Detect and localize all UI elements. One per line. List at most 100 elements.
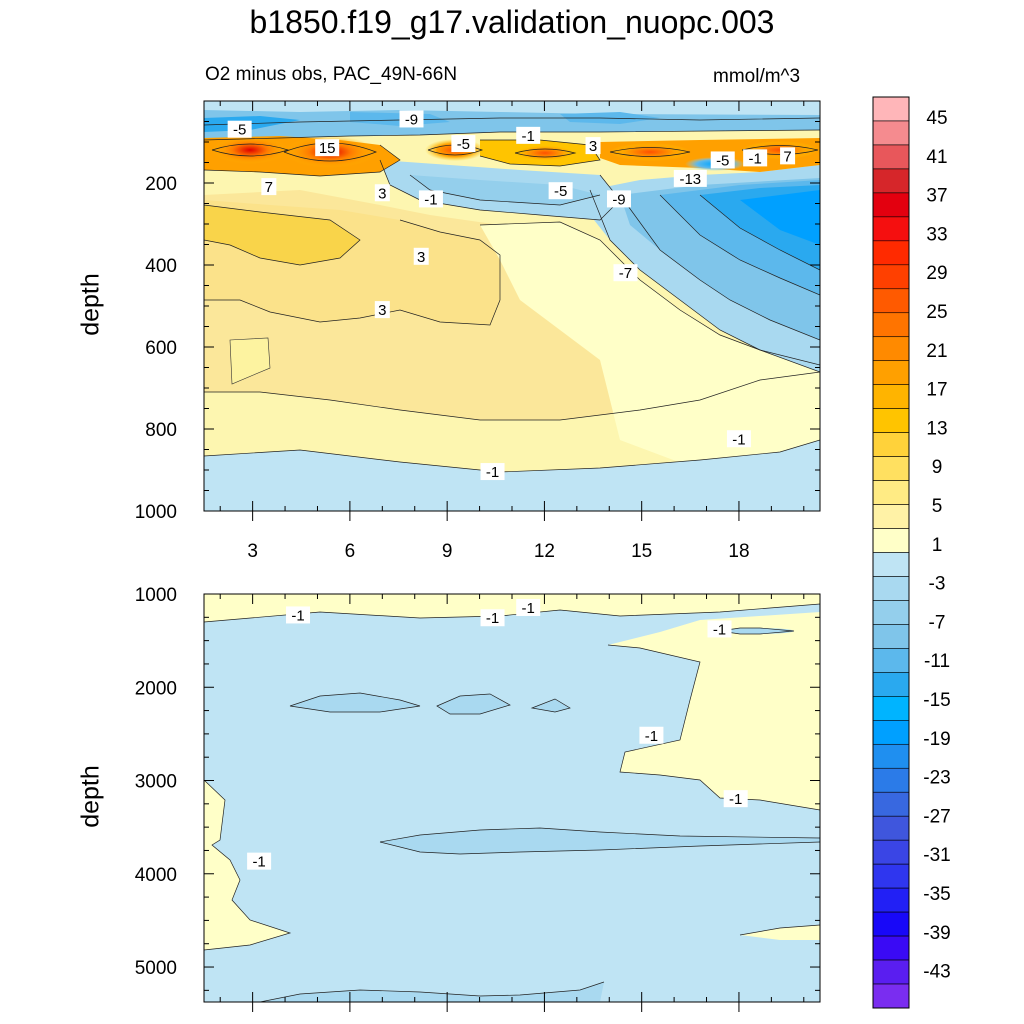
contour-label: -7 <box>619 265 632 282</box>
lower-contour-labels: -1 -1 -1 -1 -1 -1 -1 <box>247 598 748 871</box>
upper-contour-labels: -5-915 -5 -137 3 -1 -5 -9-13-5 -1 73-73-1-1 <box>227 110 796 481</box>
colorbar-swatch <box>872 384 910 409</box>
contour-label-bg <box>315 139 340 157</box>
contour-label: -5 <box>554 183 567 200</box>
colorbar-label: 9 <box>932 457 943 478</box>
colorbar-swatch <box>872 216 910 242</box>
colorbar-label: -15 <box>923 690 950 711</box>
y-tick-label: 2000 <box>135 678 177 699</box>
contour-label: -1 <box>486 464 499 481</box>
x-tick-label: 6 <box>345 541 356 562</box>
colorbar-swatch <box>872 408 910 433</box>
contour-label: -1 <box>522 600 535 617</box>
colorbar-swatch <box>872 528 910 553</box>
chart-title: b1850.f19_g17.validation_nuopc.003 <box>249 4 775 40</box>
contour-label-bg <box>399 110 424 128</box>
x-tick-label: 15 <box>631 541 652 562</box>
contour-label: -1 <box>732 431 745 448</box>
contour-label: -1 <box>645 728 658 745</box>
x-tick-label: 9 <box>442 541 453 562</box>
contour-label-bg <box>374 184 390 202</box>
contour-label: -5 <box>457 136 470 153</box>
colorbar-swatch <box>872 696 910 721</box>
colorbar-swatch <box>872 720 910 745</box>
colorbar-label: -23 <box>923 768 950 789</box>
colorbar-swatch <box>872 983 910 1009</box>
lower-y-ticks: 1000 2000 3000 4000 5000 <box>135 585 820 991</box>
colorbar-swatch <box>872 767 910 793</box>
contour-label: -1 <box>522 128 535 145</box>
y-tick-label: 1000 <box>135 585 177 606</box>
contour-label-bg <box>374 301 390 319</box>
colorbar-label: -43 <box>923 962 950 983</box>
x-tick-label: 18 <box>728 541 749 562</box>
contour-label-bg <box>548 182 573 200</box>
contour-label-bg <box>418 190 443 208</box>
colorbar-swatch <box>872 959 910 985</box>
contour-label: 3 <box>378 302 386 319</box>
upper-contour-fill <box>204 101 820 511</box>
contour-label-bg <box>743 149 768 167</box>
y-tick-label: 200 <box>145 174 177 195</box>
contour-label: -13 <box>679 171 701 188</box>
contour-label: 7 <box>783 148 791 165</box>
contour-label: -1 <box>291 607 304 624</box>
colorbar: 45 41 37 33 29 25 21 17 13 9 5 1 -3 -7 -11 -15 -19 -23 -27… <box>872 96 951 1009</box>
contour-label-bg <box>613 264 638 282</box>
colorbar-frame <box>872 96 910 1009</box>
colorbar-swatch <box>872 240 910 266</box>
contour-label-bg <box>261 178 277 196</box>
colorbar-swatch <box>872 192 910 218</box>
colorbar-swatch <box>872 600 910 625</box>
contour-label-bg <box>451 135 476 153</box>
x-tick-label: 12 <box>534 541 555 562</box>
colorbar-label: -7 <box>929 612 946 633</box>
upper-y-ticks: 200 400 600 800 1000 <box>135 100 820 523</box>
contour-label-bg <box>286 606 311 624</box>
contour-label: -9 <box>612 191 625 208</box>
colorbar-label: -35 <box>923 884 950 905</box>
colorbar-label: 5 <box>932 496 943 517</box>
chart-subtitle: O2 minus obs, PAC_49N-66N <box>205 64 458 85</box>
colorbar-label: 37 <box>926 186 947 207</box>
contour-label: -9 <box>405 111 418 128</box>
colorbar-label: 21 <box>926 341 947 362</box>
colorbar-swatch <box>872 552 910 577</box>
colorbar-swatch <box>872 935 910 961</box>
colorbar-label: 45 <box>926 108 947 129</box>
contour-label: 15 <box>319 140 336 157</box>
y-tick-label: 800 <box>145 420 177 441</box>
colorbar-swatch <box>872 648 910 673</box>
colorbar-label: -3 <box>929 574 946 595</box>
colorbar-swatch <box>872 360 910 385</box>
y-tick-label: 3000 <box>135 772 177 793</box>
colorbar-swatch <box>872 336 910 362</box>
upper-x-ticks: 3 6 9 12 15 18 <box>219 101 805 562</box>
colorbar-label: 33 <box>926 224 947 245</box>
colorbar-label: 25 <box>926 302 947 323</box>
colorbar-swatch <box>872 911 910 937</box>
colorbar-swatch <box>872 672 910 697</box>
contour-label-bg <box>247 852 272 870</box>
contour-label: -1 <box>252 854 265 871</box>
colorbar-swatch <box>872 144 910 170</box>
contour-label: 3 <box>417 249 425 266</box>
contour-label: -5 <box>716 152 729 169</box>
contour-label-bg <box>726 430 751 448</box>
colorbar-label: -19 <box>923 729 950 750</box>
contour-label: -1 <box>713 621 726 638</box>
contour-label-bg <box>639 726 664 744</box>
y-tick-label: 4000 <box>135 865 177 886</box>
contour-label: -1 <box>424 191 437 208</box>
colorbar-swatch <box>872 480 910 505</box>
contour-label: 7 <box>265 179 273 196</box>
contour-label-bg <box>710 151 735 169</box>
contour-label-bg <box>516 598 541 616</box>
lower-contour-fill <box>204 594 820 1002</box>
colorbar-label: -39 <box>923 923 950 944</box>
colorbar-swatch <box>872 576 910 601</box>
y-tick-label: 400 <box>145 256 177 277</box>
colorbar-swatch <box>872 815 910 841</box>
